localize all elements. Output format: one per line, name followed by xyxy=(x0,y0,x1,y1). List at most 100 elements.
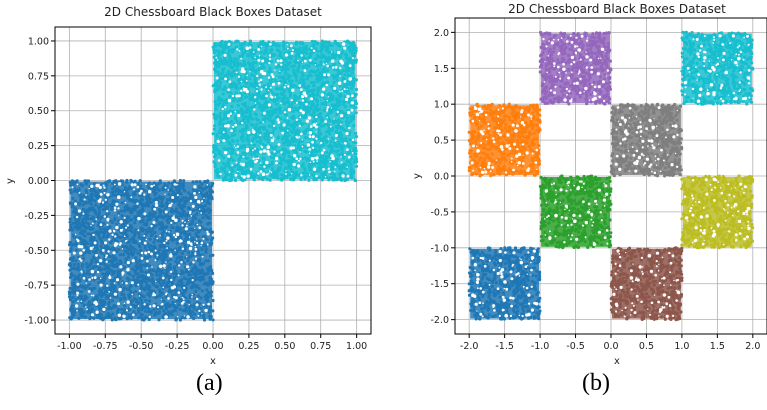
gap-speck xyxy=(140,189,143,193)
data-point xyxy=(213,67,217,71)
gap-speck xyxy=(194,257,198,260)
data-point xyxy=(123,232,127,236)
data-point xyxy=(139,226,143,230)
data-point xyxy=(247,53,252,58)
gap-speck xyxy=(283,86,286,89)
data-point xyxy=(79,183,83,187)
data-point xyxy=(182,204,187,208)
data-point xyxy=(150,232,155,236)
data-point xyxy=(282,75,286,79)
gap-speck xyxy=(81,272,83,274)
data-point xyxy=(148,237,152,241)
data-point xyxy=(122,293,126,297)
data-point xyxy=(221,117,226,122)
data-point xyxy=(76,255,80,259)
data-point xyxy=(128,244,132,248)
gap-speck xyxy=(268,54,272,57)
data-point xyxy=(177,181,181,185)
gap-speck xyxy=(274,69,276,72)
gap-speck xyxy=(156,237,159,240)
data-point xyxy=(117,281,121,285)
gap-speck xyxy=(104,198,107,201)
data-point xyxy=(259,67,263,71)
data-point xyxy=(301,122,305,126)
data-point xyxy=(94,230,98,234)
data-point xyxy=(242,62,246,66)
data-point xyxy=(204,281,208,285)
data-point xyxy=(319,60,323,64)
gap-speck xyxy=(194,227,196,229)
gap-speck xyxy=(95,310,99,314)
gap-speck xyxy=(315,137,318,140)
data-point xyxy=(128,285,132,289)
data-point xyxy=(179,278,183,283)
data-point xyxy=(309,73,313,78)
gap-speck xyxy=(93,241,97,245)
gap-speck xyxy=(99,277,102,280)
gap-speck xyxy=(194,241,196,243)
gap-speck xyxy=(334,139,337,142)
data-point xyxy=(349,175,353,179)
data-point xyxy=(206,259,210,263)
gap-speck xyxy=(119,243,122,246)
gap-speck xyxy=(227,88,230,91)
data-point xyxy=(80,229,84,233)
data-point xyxy=(213,155,217,159)
data-point xyxy=(114,256,118,260)
data-point xyxy=(197,219,201,223)
gap-speck xyxy=(327,73,330,77)
data-point xyxy=(139,184,143,188)
data-point xyxy=(191,281,195,285)
gap-speck xyxy=(113,292,117,296)
data-point xyxy=(106,294,110,298)
data-point xyxy=(163,303,167,307)
gap-speck xyxy=(183,315,185,317)
gap-speck xyxy=(173,215,175,217)
data-point xyxy=(160,215,164,219)
gap-speck xyxy=(111,233,114,236)
data-point xyxy=(339,71,343,75)
data-point xyxy=(259,50,263,55)
gap-speck xyxy=(196,241,199,245)
gap-speck xyxy=(229,112,232,115)
gap-speck xyxy=(117,302,120,306)
data-point xyxy=(219,136,223,140)
gap-speck xyxy=(121,248,124,250)
data-point xyxy=(309,69,313,73)
data-point xyxy=(79,222,83,226)
gap-speck xyxy=(102,307,106,312)
gap-speck xyxy=(154,203,159,207)
data-point xyxy=(273,175,277,179)
data-point xyxy=(236,99,240,103)
gap-speck xyxy=(234,110,237,113)
data-point xyxy=(210,184,214,188)
gap-speck xyxy=(194,195,198,200)
gap-speck xyxy=(123,302,126,305)
data-point xyxy=(244,123,248,127)
data-point xyxy=(175,210,179,214)
data-point xyxy=(149,289,153,293)
data-point xyxy=(323,66,327,70)
gap-speck xyxy=(206,184,209,186)
data-point xyxy=(89,242,93,246)
data-point xyxy=(69,256,73,260)
data-point xyxy=(169,257,173,262)
data-point xyxy=(276,48,280,52)
data-point xyxy=(347,56,351,61)
data-point xyxy=(186,259,190,263)
data-point xyxy=(133,233,137,237)
data-point xyxy=(161,255,165,259)
data-point xyxy=(97,281,101,285)
data-point xyxy=(262,135,266,139)
gap-speck xyxy=(143,234,146,237)
gap-speck xyxy=(269,133,273,137)
data-point xyxy=(268,119,273,123)
data-point xyxy=(121,179,125,183)
data-point xyxy=(174,229,178,233)
data-point xyxy=(312,114,316,118)
data-point xyxy=(345,62,349,66)
data-point xyxy=(103,253,107,257)
gap-speck xyxy=(340,156,342,158)
data-point xyxy=(171,193,175,197)
data-point xyxy=(81,232,85,236)
